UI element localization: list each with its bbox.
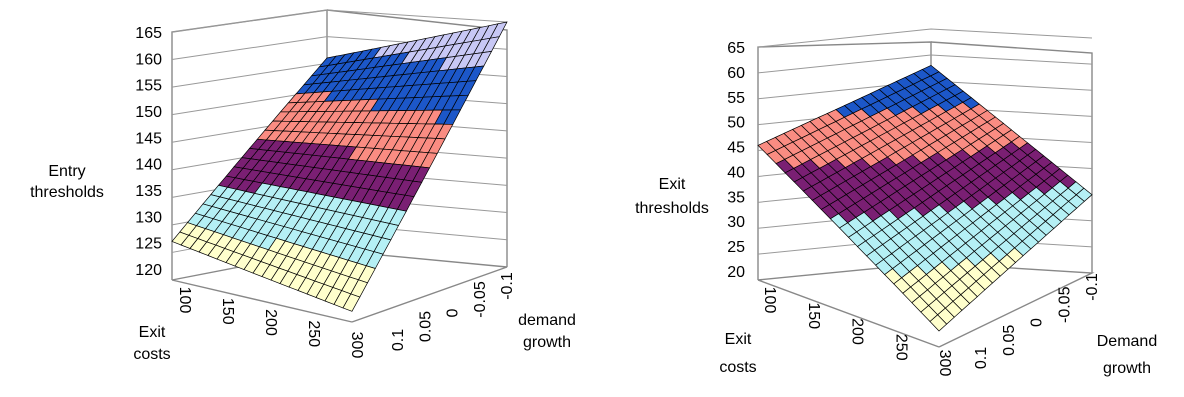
- chart0-z-axis-label-line1: Entry: [48, 163, 85, 180]
- y-tick-label: -0.1: [499, 272, 516, 300]
- z-tick-label: 135: [135, 183, 162, 200]
- chart0-z-axis-label-line2: thresholds: [30, 184, 104, 201]
- y-tick-label: -0.05: [1056, 286, 1073, 323]
- chart0-x-axis-label-line2: costs: [133, 346, 170, 363]
- chart1-z-axis-label-line2: thresholds: [635, 200, 709, 217]
- x-tick-label: 300: [936, 350, 953, 377]
- z-tick-label: 30: [727, 214, 745, 231]
- z-tick-label: 55: [727, 90, 745, 107]
- chart1-y-axis-label-line2: growth: [1103, 360, 1151, 377]
- z-tick-label: 35: [727, 189, 745, 206]
- z-tick-label: 160: [135, 51, 162, 68]
- surface-cell: [929, 314, 948, 332]
- x-tick-label: 150: [805, 302, 822, 329]
- exit-threshold-chart: 20 25 30 35 40 45 50 55 60 65 100 150 200 250 300 0.1…: [635, 28, 1157, 377]
- z-tick-label: 65: [727, 40, 745, 57]
- z-tick-label: 150: [135, 104, 162, 121]
- chart1-y-tick-labels: 0.1 0.05 0 -0.05 -0.1: [973, 273, 1101, 369]
- chart0-x-tick-labels: 100 150 200 250 300: [176, 287, 365, 359]
- y-tick-label: 0.05: [417, 311, 434, 342]
- x-tick-label: 100: [176, 287, 193, 314]
- x-tick-label: 250: [892, 334, 909, 361]
- z-tick-label: 25: [727, 239, 745, 256]
- chart1-y-axis-label-line1: Demand: [1097, 333, 1157, 350]
- gridline: [757, 28, 1093, 48]
- surface-cell: [342, 293, 361, 312]
- chart0-y-tick-labels: 0.1 0.05 0 -0.05 -0.1: [390, 272, 516, 351]
- z-tick-label: 155: [135, 78, 162, 95]
- y-tick-label: 0.05: [1001, 325, 1018, 356]
- chart0-x-axis-label-line1: Exit: [139, 324, 166, 341]
- x-tick-label: 100: [761, 287, 778, 314]
- z-tick-label: 125: [135, 236, 162, 253]
- x-tick-label: 250: [305, 320, 322, 347]
- y-tick-label: -0.1: [1084, 273, 1101, 301]
- chart0-y-axis-label-line2: growth: [523, 334, 571, 351]
- chart1-x-axis-label-line1: Exit: [725, 331, 752, 348]
- y-tick-label: -0.05: [472, 281, 489, 318]
- z-tick-label: 20: [727, 264, 745, 281]
- y-tick-label: 0: [1029, 318, 1046, 327]
- z-tick-label: 145: [135, 130, 162, 147]
- entry-threshold-chart: 120 125 130 135 140 145 150 155 160 165 100 150 200…: [30, 9, 576, 363]
- z-tick-label: 140: [135, 157, 162, 174]
- z-tick-label: 50: [727, 115, 745, 132]
- chart1-surface: [757, 64, 1093, 332]
- chart0-y-axis-label-line1: demand: [518, 312, 576, 329]
- z-tick-label: 60: [727, 65, 745, 82]
- z-tick-label: 120: [135, 262, 162, 279]
- z-tick-label: 45: [727, 140, 745, 157]
- y-tick-label: 0.1: [390, 329, 407, 351]
- chart0-surface: [171, 21, 508, 312]
- z-tick-label: 40: [727, 164, 745, 181]
- x-tick-label: 200: [849, 318, 866, 345]
- chart1-z-tick-labels: 20 25 30 35 40 45 50 55 60 65: [727, 40, 745, 281]
- x-tick-label: 150: [219, 298, 236, 325]
- z-tick-label: 130: [135, 209, 162, 226]
- y-tick-label: 0.1: [973, 347, 990, 369]
- chart1-x-axis-label-line2: costs: [719, 359, 756, 376]
- y-tick-label: 0: [445, 308, 462, 317]
- z-tick-label: 165: [135, 25, 162, 42]
- gridline: [757, 54, 1093, 74]
- gridline: [171, 9, 508, 33]
- chart1-x-tick-labels: 100 150 200 250 300: [761, 287, 953, 377]
- x-tick-label: 300: [348, 332, 365, 359]
- chart1-z-axis-label-line1: Exit: [659, 176, 686, 193]
- chart0-z-tick-labels: 120 125 130 135 140 145 150 155 160 165: [135, 25, 162, 279]
- x-tick-label: 200: [262, 309, 279, 336]
